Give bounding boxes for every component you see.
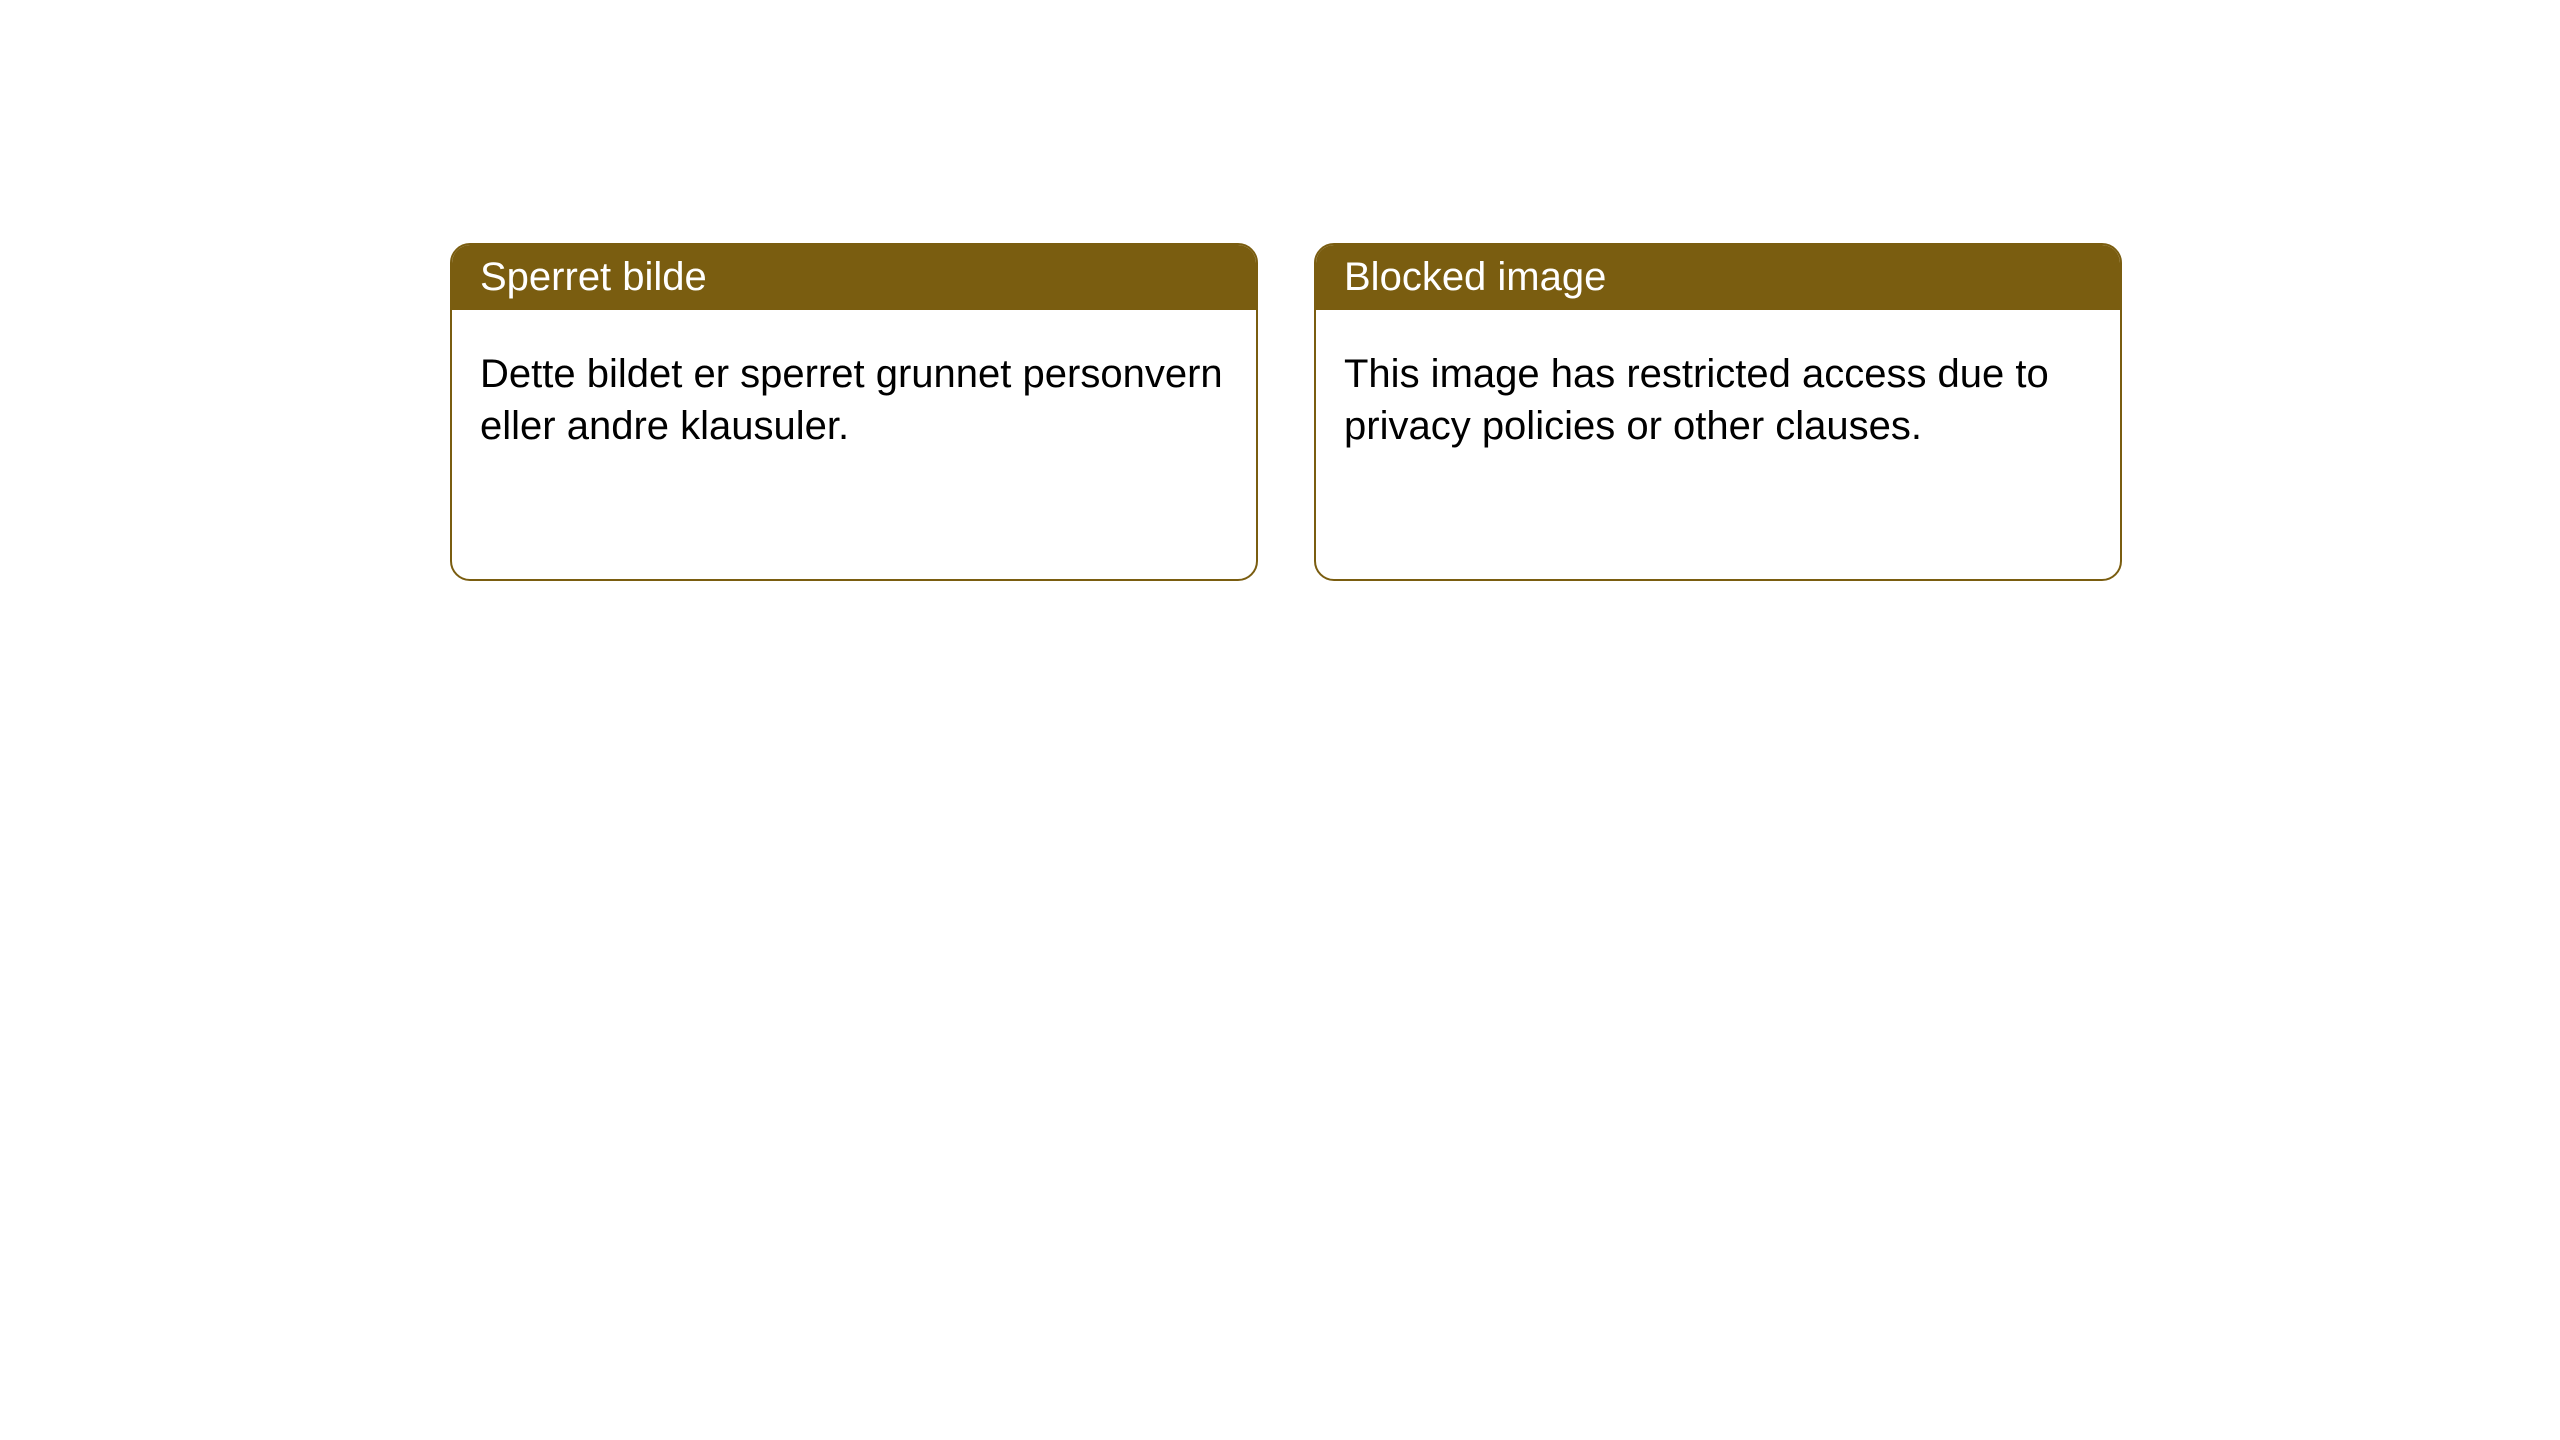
notice-text: Dette bildet er sperret grunnet personve… — [480, 352, 1223, 448]
notice-title: Blocked image — [1344, 255, 1606, 299]
notice-card-english: Blocked image This image has restricted … — [1314, 243, 2122, 581]
notice-body: This image has restricted access due to … — [1316, 310, 2120, 490]
notice-header: Blocked image — [1316, 245, 2120, 310]
notice-title: Sperret bilde — [480, 255, 707, 299]
notice-header: Sperret bilde — [452, 245, 1256, 310]
notice-card-norwegian: Sperret bilde Dette bildet er sperret gr… — [450, 243, 1258, 581]
notice-container: Sperret bilde Dette bildet er sperret gr… — [0, 0, 2560, 581]
notice-text: This image has restricted access due to … — [1344, 352, 2049, 448]
notice-body: Dette bildet er sperret grunnet personve… — [452, 310, 1256, 490]
